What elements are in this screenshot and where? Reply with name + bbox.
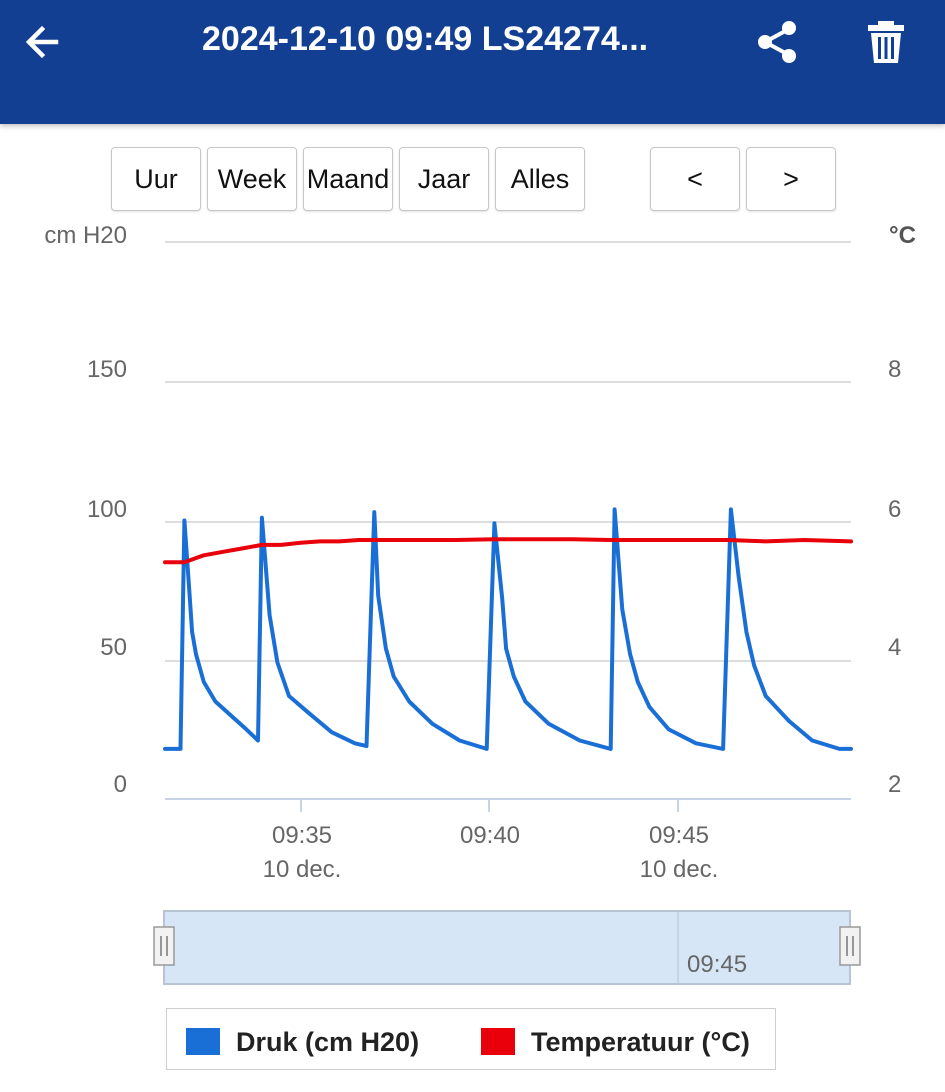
range-button-hour[interactable]: Uur: [111, 147, 201, 211]
chart: cm H20 °C 0 50 100 150 2 4 6 8 09:35 10 …: [44, 222, 916, 985]
x-tick-date: 10 dec.: [640, 856, 719, 883]
series-line-pressure: [163, 507, 853, 751]
back-button[interactable]: [14, 14, 70, 70]
x-tick-date: 10 dec.: [263, 856, 342, 883]
right-tick-label: 8: [888, 356, 901, 383]
navigator[interactable]: 09:45: [153, 910, 861, 985]
legend-label-temperature: Temperatuur (°C): [531, 1027, 750, 1057]
range-button-all[interactable]: Alles: [495, 147, 585, 211]
prev-button[interactable]: <: [650, 147, 740, 211]
range-button-year[interactable]: Jaar: [399, 147, 489, 211]
right-axis-label: °C: [889, 222, 916, 249]
share-icon: [758, 21, 796, 63]
legend-swatch-pressure: [186, 1028, 220, 1055]
trash-icon: [868, 21, 904, 63]
page-title: 2024-12-10 09:49 LS24274...: [202, 20, 649, 58]
app-bar: 2024-12-10 09:49 LS24274...: [0, 0, 945, 124]
x-tick-time: 09:35: [272, 822, 332, 849]
range-button-week[interactable]: Week: [207, 147, 297, 211]
right-tick-label: 4: [888, 634, 901, 661]
left-axis-label: cm H20: [44, 222, 127, 249]
navigator-right-handle[interactable]: [839, 926, 861, 966]
right-tick-label: 6: [888, 496, 901, 523]
left-tick-label: 100: [87, 496, 127, 523]
delete-button[interactable]: [858, 14, 914, 70]
navigator-window[interactable]: [163, 910, 851, 985]
share-button[interactable]: [750, 14, 806, 70]
series-line-temperature: [163, 537, 853, 565]
arrow-left-icon: [25, 25, 59, 59]
left-tick-label: 150: [87, 356, 127, 383]
x-tick-time: 09:40: [460, 822, 520, 849]
right-tick-label: 2: [888, 771, 901, 798]
chart-legend: Druk (cm H20) Temperatuur (°C): [166, 1008, 776, 1070]
x-tick-time: 09:45: [649, 822, 709, 849]
left-tick-label: 0: [114, 771, 127, 798]
legend-swatch-temperature: [481, 1028, 515, 1055]
navigator-left-handle[interactable]: [153, 926, 175, 966]
navigator-label: 09:45: [687, 951, 747, 978]
next-button[interactable]: >: [746, 147, 836, 211]
range-button-month[interactable]: Maand: [303, 147, 393, 211]
legend-label-pressure: Druk (cm H20): [236, 1027, 420, 1057]
grid-lines: [165, 241, 851, 800]
left-tick-label: 50: [100, 634, 127, 661]
